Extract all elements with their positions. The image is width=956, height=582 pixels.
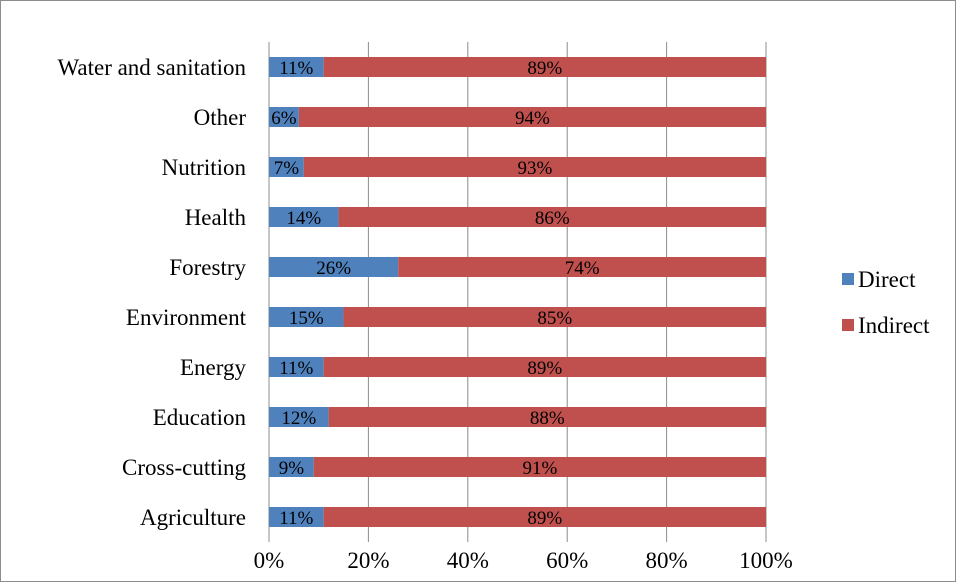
data-label: 11% <box>279 508 313 529</box>
data-label: 15% <box>289 308 324 329</box>
data-label: 7% <box>274 158 300 179</box>
category-label: Cross-cutting <box>122 455 246 480</box>
bar-direct-7 <box>269 407 329 427</box>
data-label: 12% <box>281 408 316 429</box>
data-label: 11% <box>279 358 313 379</box>
bar-indirect-7 <box>328 407 766 427</box>
bar-indirect-9 <box>323 507 766 527</box>
data-label: 11% <box>279 58 313 79</box>
category-label: Nutrition <box>162 155 247 180</box>
category-label: Health <box>185 205 247 230</box>
bar-indirect-8 <box>313 457 766 477</box>
data-label: 85% <box>537 308 572 329</box>
legend-label-direct: Direct <box>858 267 916 292</box>
bar-indirect-6 <box>323 357 766 377</box>
data-label: 91% <box>522 458 557 479</box>
data-label: 9% <box>279 458 305 479</box>
data-label: 14% <box>286 208 321 229</box>
bar-direct-5 <box>269 307 344 327</box>
data-label: 26% <box>316 258 351 279</box>
data-label: 74% <box>565 258 600 279</box>
x-tick-label: 100% <box>739 548 793 573</box>
x-tick-label: 40% <box>447 548 489 573</box>
bars <box>269 57 766 527</box>
bar-indirect-0 <box>323 57 766 77</box>
category-label: Agriculture <box>140 505 246 530</box>
data-labels: 11% 89% 6% 94% 7% 93% 14% 86% 26% 74% 15% 85% 11% 89%… <box>271 58 599 529</box>
category-label: Forestry <box>169 255 246 280</box>
bar-direct-8 <box>269 457 314 477</box>
bar-direct-6 <box>269 357 324 377</box>
category-label: Water and sanitation <box>58 55 247 80</box>
x-tick-label: 60% <box>546 548 588 573</box>
data-label: 88% <box>530 408 565 429</box>
data-label: 89% <box>527 508 562 529</box>
data-label: 86% <box>535 208 570 229</box>
category-label: Other <box>194 105 247 130</box>
bar-direct-3 <box>269 207 339 227</box>
legend-swatch-direct <box>842 273 854 285</box>
x-tick-label: 20% <box>347 548 389 573</box>
value-axis: 0% 20% 40% 60% 80% 100% <box>254 548 793 573</box>
category-axis: Water and sanitation Other Nutrition Health… <box>58 55 247 530</box>
bar-direct-2 <box>269 157 304 177</box>
bar-indirect-3 <box>338 207 766 227</box>
data-label: 94% <box>515 108 550 129</box>
bar-indirect-1 <box>298 107 766 127</box>
x-tick-label: 80% <box>646 548 688 573</box>
bar-indirect-4 <box>398 257 766 277</box>
bar-direct-4 <box>269 257 399 277</box>
bar-indirect-5 <box>343 307 766 327</box>
legend: Direct Indirect <box>842 267 930 338</box>
bar-direct-9 <box>269 507 324 527</box>
bar-direct-0 <box>269 57 324 77</box>
data-label: 89% <box>527 58 562 79</box>
bar-direct-1 <box>269 107 299 127</box>
category-label: Environment <box>126 305 247 330</box>
data-label: 93% <box>517 158 552 179</box>
legend-label-indirect: Indirect <box>858 313 930 338</box>
category-label: Energy <box>180 355 247 380</box>
data-label: 89% <box>527 358 562 379</box>
bar-indirect-2 <box>303 157 766 177</box>
x-tick-label: 0% <box>254 548 285 573</box>
data-label: 6% <box>271 108 297 129</box>
category-label: Education <box>153 405 247 430</box>
legend-swatch-indirect <box>842 319 854 331</box>
